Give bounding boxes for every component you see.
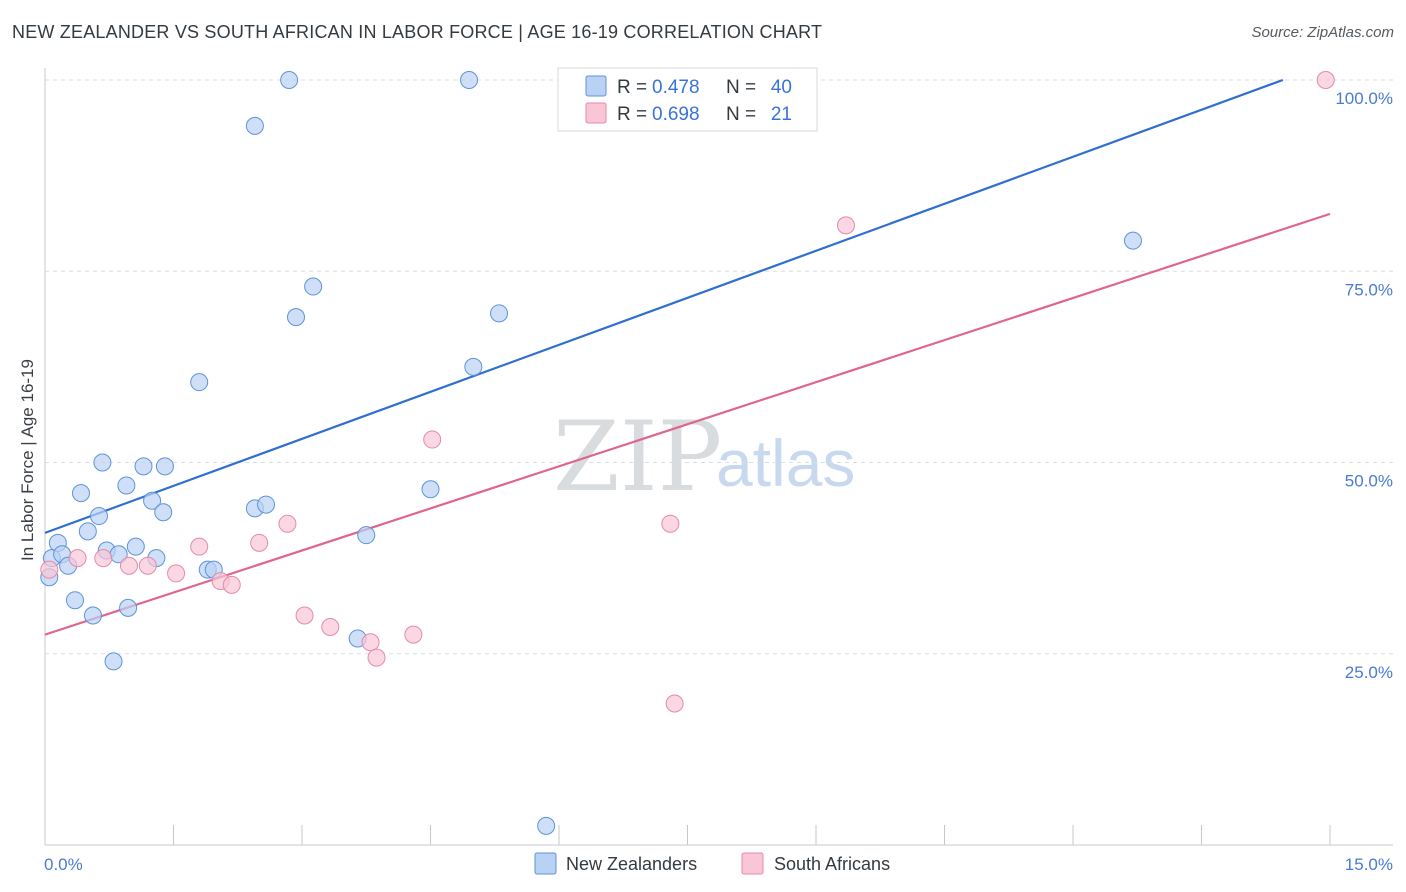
point-new-zealanders: [280, 71, 299, 89]
legend-r-value-blue: 0.478: [652, 77, 700, 98]
y-tick-labels: 25.0% 50.0% 75.0% 100.0%: [1335, 89, 1393, 682]
axes: [44, 68, 1393, 846]
bottom-legend-swatch-pink: [741, 852, 764, 875]
point-south-africans: [404, 625, 423, 644]
point-new-zealanders: [257, 495, 276, 514]
legend-n-label: N =: [726, 77, 756, 98]
point-south-africans: [68, 549, 87, 568]
y-tick-label: 100.0%: [1335, 89, 1393, 108]
point-south-africans: [1316, 71, 1335, 89]
bottom-legend-label-pink: South Africans: [774, 854, 890, 874]
legend-r-label: R =: [617, 104, 647, 125]
point-new-zealanders: [89, 507, 108, 526]
point-new-zealanders: [304, 277, 323, 296]
legend-swatch-pink: [585, 102, 607, 124]
point-south-africans: [367, 648, 386, 667]
chart-source: Source: ZipAtlas.com: [1251, 24, 1394, 41]
point-new-zealanders: [119, 598, 138, 617]
point-new-zealanders: [537, 816, 556, 835]
point-new-zealanders: [93, 453, 112, 472]
point-south-africans: [665, 694, 684, 713]
point-new-zealanders: [245, 116, 264, 135]
legend-swatch-blue: [585, 75, 607, 97]
y-axis-title: In Labor Force | Age 16-19: [18, 359, 37, 561]
point-south-africans: [661, 514, 680, 533]
x-tick-label-max: 15.0%: [1345, 855, 1393, 874]
legend-n-label: N =: [726, 104, 756, 125]
point-south-africans: [94, 549, 113, 568]
trend-lines: [44, 78, 1331, 636]
point-south-africans: [222, 575, 241, 594]
point-new-zealanders: [155, 457, 174, 476]
point-new-zealanders: [357, 526, 376, 545]
point-new-zealanders: [65, 591, 84, 610]
point-south-africans: [167, 564, 186, 583]
legend-r-label: R =: [617, 77, 647, 98]
point-south-africans: [40, 560, 59, 579]
point-new-zealanders: [117, 476, 136, 495]
point-new-zealanders: [287, 308, 306, 327]
trend-line-new-zealanders: [44, 78, 1284, 534]
point-new-zealanders: [83, 606, 102, 625]
series-legend: New Zealanders South Africans: [534, 852, 890, 875]
point-south-africans: [138, 556, 157, 575]
y-tick-label: 50.0%: [1345, 472, 1393, 491]
point-south-africans: [423, 430, 442, 449]
point-new-zealanders: [460, 71, 479, 89]
point-south-africans: [295, 606, 314, 625]
point-new-zealanders: [1123, 231, 1142, 250]
stats-legend: R = 0.478 N = 40 R = 0.698 N = 21: [557, 67, 818, 132]
legend-r-value-pink: 0.698: [652, 104, 700, 125]
x-tick-label-min: 0.0%: [44, 855, 83, 874]
point-south-africans: [836, 216, 855, 235]
point-new-zealanders: [71, 484, 90, 503]
data-points: [40, 71, 1335, 835]
point-south-africans: [321, 617, 340, 636]
y-tick-label: 75.0%: [1345, 280, 1393, 299]
point-new-zealanders: [104, 652, 123, 671]
point-south-africans: [361, 633, 380, 652]
legend-n-value-pink: 21: [771, 104, 792, 125]
point-new-zealanders: [78, 522, 97, 541]
bottom-legend-label-blue: New Zealanders: [566, 854, 697, 874]
point-south-africans: [278, 514, 297, 533]
point-new-zealanders: [190, 373, 209, 392]
point-new-zealanders: [143, 491, 162, 510]
y-tick-label: 25.0%: [1345, 663, 1393, 682]
point-new-zealanders: [134, 457, 153, 476]
trend-line-south-africans: [44, 212, 1331, 636]
legend-n-value-blue: 40: [771, 77, 792, 98]
bottom-legend-swatch-blue: [534, 852, 557, 875]
point-new-zealanders: [464, 357, 483, 376]
watermark-zip: ZIP: [553, 401, 722, 513]
point-new-zealanders: [490, 304, 509, 323]
point-new-zealanders: [154, 503, 173, 522]
point-south-africans: [250, 533, 269, 552]
point-new-zealanders: [126, 537, 145, 556]
point-new-zealanders: [421, 480, 440, 499]
point-south-africans: [190, 537, 209, 556]
chart-title: NEW ZEALANDER VS SOUTH AFRICAN IN LABOR …: [12, 22, 823, 42]
point-south-africans: [119, 556, 138, 575]
